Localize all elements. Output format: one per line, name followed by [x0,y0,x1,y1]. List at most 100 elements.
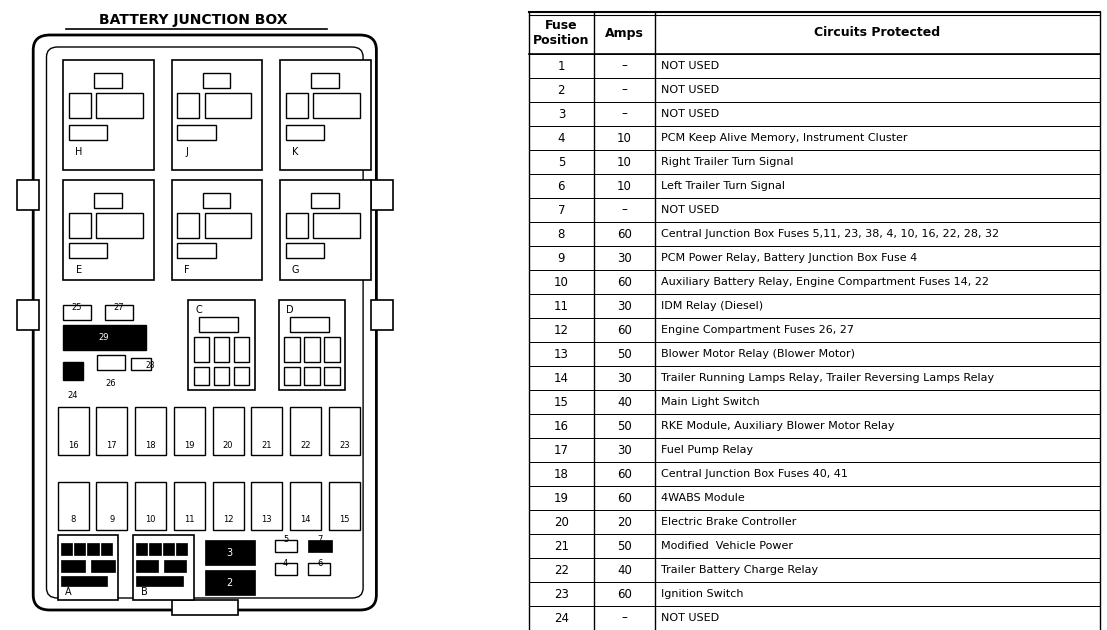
Text: 30: 30 [618,372,632,384]
Bar [135,407,166,455]
Bar [311,193,339,208]
Bar [101,543,112,555]
Bar [176,543,187,555]
Text: RKE Module, Auxiliary Blower Motor Relay: RKE Module, Auxiliary Blower Motor Relay [662,421,894,431]
Text: G: G [292,265,299,275]
Text: Left Trailer Turn Signal: Left Trailer Turn Signal [662,181,786,191]
Text: 5: 5 [558,156,565,168]
Text: 15: 15 [554,396,569,408]
Text: 17: 17 [554,444,569,457]
Text: 1: 1 [558,59,565,72]
Text: 29: 29 [99,333,110,341]
Bar [329,407,360,455]
Bar [279,300,345,390]
Bar [203,73,230,88]
Text: 26: 26 [105,379,116,387]
Bar [63,305,91,320]
Text: 50: 50 [618,539,632,553]
Text: 10: 10 [617,180,632,193]
Text: H: H [75,147,82,157]
Bar [275,540,297,552]
Text: Central Junction Box Fuses 5,11, 23, 38, 4, 10, 16, 22, 28, 32: Central Junction Box Fuses 5,11, 23, 38,… [662,229,1000,239]
Bar [194,367,209,385]
FancyBboxPatch shape [46,47,363,598]
Text: 18: 18 [145,440,156,449]
Text: 2: 2 [226,578,232,588]
Text: 14: 14 [554,372,569,384]
Text: 4: 4 [558,132,565,144]
Text: BATTERY JUNCTION BOX: BATTERY JUNCTION BOX [100,13,288,27]
Text: 50: 50 [618,348,632,360]
Text: 40: 40 [617,563,632,576]
Bar [17,300,39,330]
Bar [304,367,320,385]
Text: PCM Power Relay, Battery Junction Box Fuse 4: PCM Power Relay, Battery Junction Box Fu… [662,253,918,263]
Bar [251,407,282,455]
Text: 15: 15 [339,515,350,525]
Text: 22: 22 [300,440,311,449]
Bar [61,560,85,572]
Bar [205,213,251,238]
Text: 60: 60 [617,323,632,336]
Bar [131,358,151,370]
Text: 13: 13 [554,348,569,360]
Bar [174,482,205,530]
Text: Electric Brake Controller: Electric Brake Controller [662,517,797,527]
Bar [61,543,72,555]
Bar [290,482,321,530]
Text: 30: 30 [618,444,632,457]
Text: 21: 21 [554,539,569,553]
Bar [74,543,85,555]
Bar [177,243,216,258]
Bar [136,543,147,555]
Bar [163,543,174,555]
Bar [371,180,393,210]
Text: 27: 27 [113,302,124,311]
Text: 60: 60 [617,275,632,289]
Text: 11: 11 [184,515,195,525]
Bar [194,337,209,362]
Bar [188,300,255,390]
Text: Fuse
Position: Fuse Position [534,19,590,47]
Text: 10: 10 [617,132,632,144]
Bar [69,213,91,238]
Text: 16: 16 [554,420,569,433]
Text: 28: 28 [146,360,155,370]
Text: 11: 11 [554,299,569,312]
Bar [135,482,166,530]
Bar [213,407,244,455]
Bar [308,540,332,552]
Bar [203,193,230,208]
Bar [286,213,308,238]
Text: 23: 23 [339,440,350,449]
Bar [96,482,127,530]
Bar [172,600,238,615]
Text: –: – [622,203,628,217]
Text: PCM Keep Alive Memory, Instrument Cluster: PCM Keep Alive Memory, Instrument Cluste… [662,133,908,143]
Bar [290,407,321,455]
Bar [87,543,99,555]
Text: 60: 60 [617,588,632,600]
Text: –: – [622,612,628,624]
Text: 13: 13 [261,515,272,525]
Text: 4WABS Module: 4WABS Module [662,493,745,503]
Text: 3: 3 [558,108,565,120]
Bar [136,576,183,586]
Text: 25: 25 [71,302,82,311]
Text: 30: 30 [618,251,632,265]
Bar [286,125,324,140]
Text: NOT USED: NOT USED [662,85,720,95]
Text: NOT USED: NOT USED [662,613,720,623]
Bar [63,362,83,380]
Text: 30: 30 [618,299,632,312]
Bar [329,482,360,530]
Bar [69,243,107,258]
Bar [97,355,125,370]
Text: 8: 8 [558,227,565,241]
Bar [213,482,244,530]
Text: Blower Motor Relay (Blower Motor): Blower Motor Relay (Blower Motor) [662,349,856,359]
Text: 20: 20 [223,440,234,449]
Text: C: C [196,305,203,315]
Bar [69,93,91,118]
Text: 14: 14 [300,515,311,525]
